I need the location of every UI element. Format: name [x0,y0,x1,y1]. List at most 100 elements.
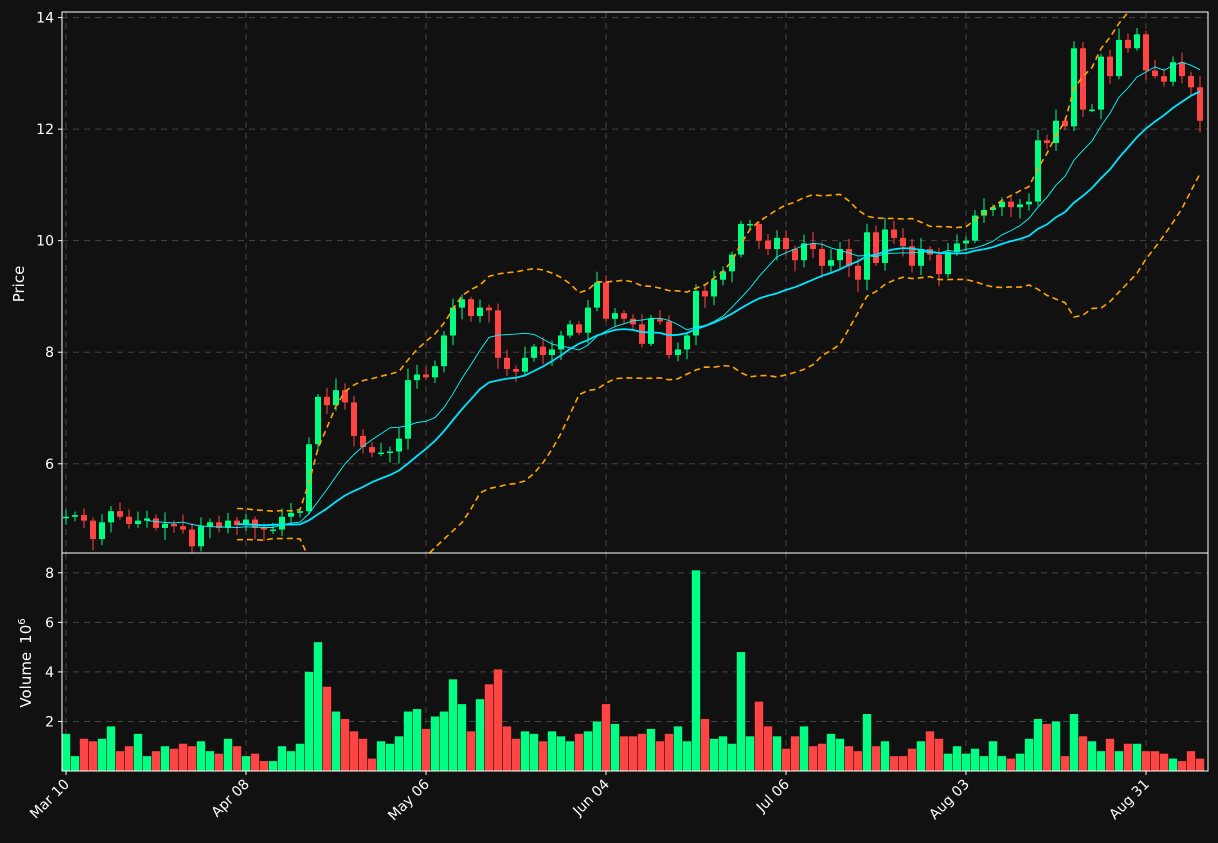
candle-body [216,522,222,528]
volume-bar [808,746,818,771]
volume-bar [772,736,782,771]
candle-body [144,518,150,521]
candle-body [837,249,843,261]
candle-body [1161,76,1167,82]
candle-body [603,282,609,319]
volume-axis-title-scale: 10 [17,625,35,644]
candle-body [126,516,132,524]
candle-body [828,260,834,266]
candle-body [405,380,411,439]
volume-bar [988,741,998,771]
volume-bar [844,746,854,771]
volume-bar [934,738,944,771]
candle-body [756,223,762,241]
volume-bar [1033,718,1043,771]
candle-body [342,390,348,403]
candle-body [378,452,384,455]
volume-bar [1078,736,1088,771]
candle-body [630,318,636,325]
volume-bar [610,723,620,771]
volume-bar [853,751,863,771]
candle-body [684,335,690,350]
volume-bar [151,751,161,771]
volume-bar [736,652,746,771]
volume-bar [781,748,791,771]
volume-bar [268,761,278,771]
candle-body [954,243,960,252]
volume-bar [709,738,719,771]
volume-bar [898,756,908,771]
volume-bar [925,731,935,771]
price-tick-label: 10 [36,234,54,250]
candle-body [108,511,114,523]
volume-bar [907,748,917,771]
volume-bar [124,746,134,771]
price-tick-label: 6 [45,457,54,473]
volume-bar [583,731,593,771]
candle-body [873,232,879,263]
candle-body [936,254,942,275]
volume-bar [1141,751,1151,771]
volume-axes-frame [61,552,1209,772]
volume-axis-title-exponent: 6 [17,618,28,624]
candle-body [63,516,69,519]
candle-body [288,512,294,517]
candle-body [351,402,357,436]
candle-body [1170,62,1176,82]
volume-bar [385,743,395,771]
volume-bar [961,753,971,771]
volume-bar [62,733,71,771]
volume-bar [556,736,566,771]
candle-body [180,526,186,530]
lower-band-line [236,173,1201,553]
volume-bar [637,733,647,771]
volume-bar [1042,723,1052,771]
candle-body [1053,120,1059,144]
volume-bar [160,746,170,771]
candle-body [666,321,672,356]
volume-bar [106,726,116,771]
volume-bar [646,728,656,771]
volume-axis-title: Volume 106 [17,618,35,707]
volume-bar [682,741,692,771]
volume-bar [1051,721,1061,771]
candle-body [1125,39,1131,49]
candle-body [918,249,924,266]
candle-body [1062,120,1068,127]
price-tick-label: 14 [36,11,54,27]
volume-bar [187,746,197,771]
candle-body [162,523,168,528]
candle-body [504,357,510,369]
volume-bar [1159,753,1169,771]
volume-bar [862,714,872,771]
volume-bar [439,711,449,771]
volume-bar [1186,751,1196,771]
candle-body [72,515,78,517]
candle-body [234,520,240,526]
candle-body [567,324,573,336]
volume-bar [286,751,296,771]
volume-bar [358,738,368,771]
candle-body [477,307,483,316]
candle-body [900,237,906,247]
volume-bar [232,746,242,771]
volume-bar [1168,758,1178,771]
candle-body [315,396,321,445]
volume-bar [70,756,80,771]
volume-bar [565,741,575,771]
volume-bar [691,570,701,771]
candle-body [198,526,204,547]
candle-body [558,335,564,350]
volume-bar [214,753,224,771]
volume-bar [997,756,1007,771]
price-tick-label: 12 [36,122,54,138]
volume-bar [1195,758,1205,771]
candle-body [99,522,105,540]
volume-bar [340,718,350,771]
candle-body [693,290,699,336]
volume-bar [205,751,215,771]
candle-body [657,318,663,322]
candle-body [153,518,159,528]
volume-bar [331,711,341,771]
volume-bar [754,701,764,771]
